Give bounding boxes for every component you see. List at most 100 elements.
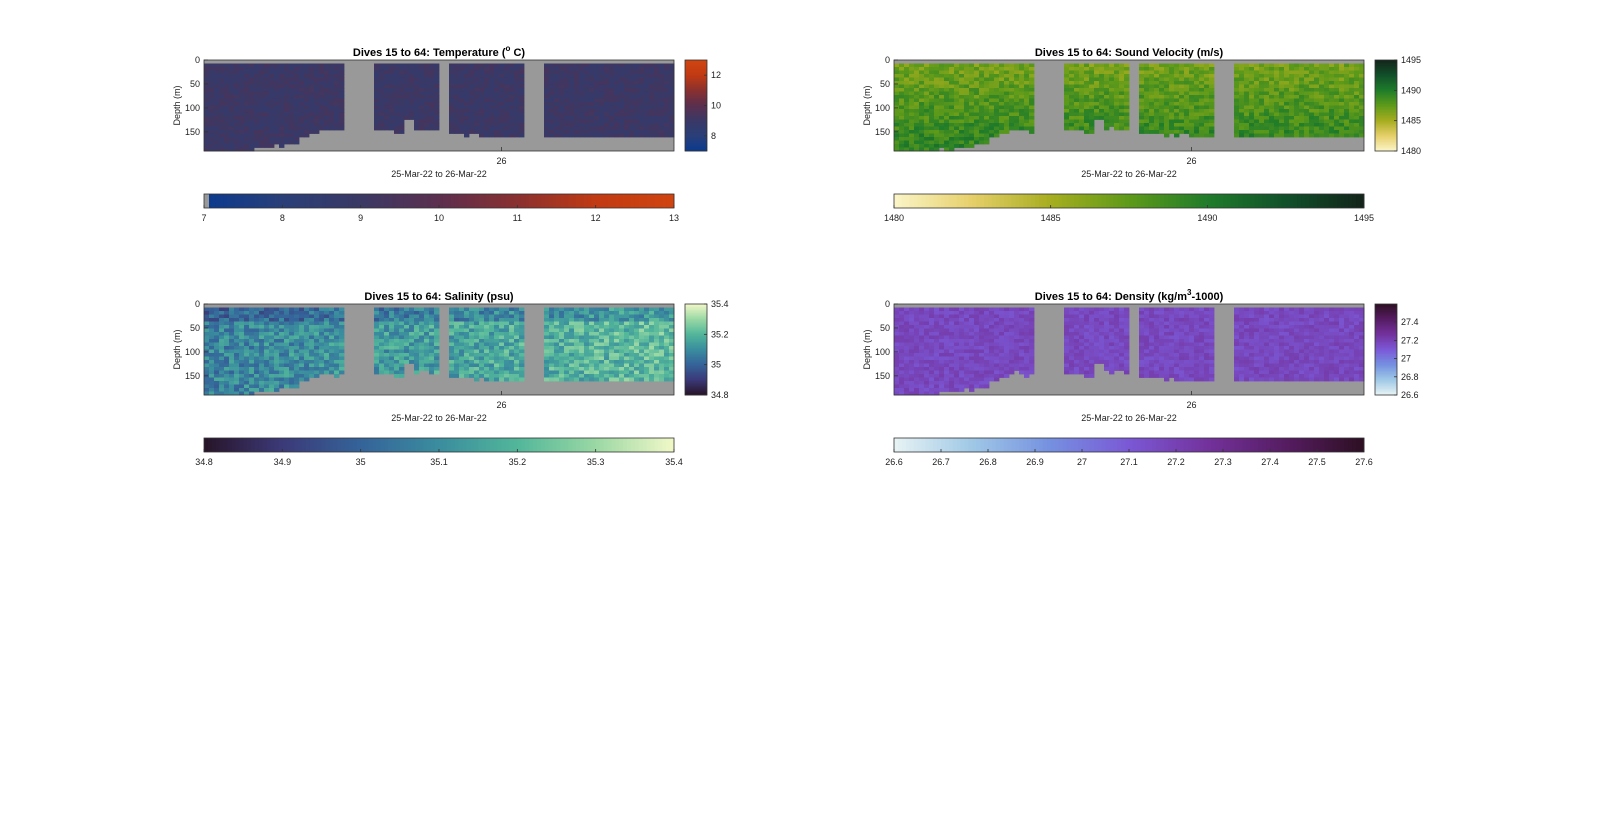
heatmap-cell	[204, 332, 210, 336]
heatmap-cell	[489, 370, 495, 375]
heatmap-cell	[1264, 116, 1270, 120]
heatmap-cell	[1109, 102, 1115, 106]
heatmap-cell	[219, 367, 225, 371]
heatmap-cell	[634, 91, 640, 96]
heatmap-cell	[264, 133, 270, 138]
heatmap-cell	[559, 133, 565, 138]
heatmap-cell	[299, 133, 305, 138]
heatmap-cell	[974, 109, 980, 113]
heatmap-cell	[1084, 84, 1090, 89]
heatmap-cell	[999, 123, 1005, 127]
heatmap-cell	[399, 321, 405, 326]
heatmap-cell	[419, 102, 425, 106]
heatmap-cell	[464, 363, 470, 368]
heatmap-cell	[314, 346, 320, 350]
heatmap-cell	[919, 95, 925, 99]
heatmap-cell	[1094, 102, 1100, 106]
heatmap-cell	[1314, 91, 1320, 96]
heatmap-cell	[519, 116, 525, 120]
heatmap-cell	[544, 133, 550, 138]
colorbar-segment	[227, 194, 232, 208]
heatmap-cell	[214, 321, 220, 326]
heatmap-cell	[414, 321, 420, 326]
colorbar-segment	[309, 194, 315, 208]
heatmap-cell	[1009, 95, 1015, 99]
heatmap-cell	[484, 363, 490, 368]
heatmap-cell	[339, 307, 345, 312]
heatmap-cell	[634, 81, 640, 85]
heatmap-cell	[379, 321, 385, 326]
heatmap-cell	[329, 370, 335, 375]
heatmap-cell	[304, 363, 310, 368]
heatmap-cell	[984, 105, 990, 110]
colorbar-segment	[1375, 85, 1397, 88]
heatmap-cell	[404, 325, 410, 329]
heatmap-cell	[1339, 74, 1345, 78]
heatmap-cell	[1069, 123, 1075, 127]
colorbar-segment	[1132, 194, 1138, 208]
heatmap-cell	[394, 84, 400, 89]
heatmap-cell	[984, 119, 990, 124]
heatmap-cell	[419, 325, 425, 329]
heatmap-cell	[259, 77, 265, 82]
heatmap-cell	[259, 67, 265, 71]
colorbar-segment	[1293, 194, 1298, 208]
heatmap-cell	[304, 325, 310, 329]
heatmap-cell	[324, 123, 330, 127]
heatmap-cell	[574, 119, 580, 124]
heatmap-cell	[1234, 112, 1240, 117]
colorbar-segment	[329, 194, 334, 208]
heatmap-cell	[569, 133, 575, 138]
heatmap-cell	[1279, 123, 1285, 127]
heatmap-cell	[294, 133, 300, 138]
heatmap-cell	[279, 314, 285, 319]
heatmap-cell	[494, 307, 500, 312]
colorbar-segment	[1313, 194, 1318, 208]
heatmap-cell	[894, 133, 900, 138]
heatmap-cell	[1294, 74, 1300, 78]
heatmap-cell	[1339, 126, 1345, 131]
heatmap-cell	[334, 367, 340, 371]
heatmap-cell	[1274, 95, 1280, 99]
heatmap-cell	[319, 88, 325, 92]
colorbar-segment	[235, 194, 240, 208]
heatmap-cell	[1154, 119, 1160, 124]
heatmap-cell	[289, 363, 295, 368]
heatmap-cell	[304, 367, 310, 371]
heatmap-cell	[244, 314, 250, 319]
heatmap-cell	[974, 98, 980, 103]
heatmap-cell	[914, 126, 920, 131]
heatmap-cell	[239, 116, 245, 120]
heatmap-cell	[1299, 95, 1305, 99]
heatmap-cell	[414, 349, 420, 354]
heatmap-cell	[999, 126, 1005, 131]
heatmap-cell	[269, 381, 275, 385]
heatmap-cell	[219, 98, 225, 103]
heatmap-cell	[514, 84, 520, 89]
heatmap-cell	[449, 321, 455, 326]
heatmap-cell	[949, 84, 955, 89]
heatmap-cell	[254, 339, 260, 343]
heatmap-cell	[1144, 70, 1150, 75]
heatmap-cell	[324, 325, 330, 329]
heatmap-cell	[284, 109, 290, 113]
heatmap-cell	[404, 91, 410, 96]
heatmap-cell	[1109, 109, 1115, 113]
heatmap-cell	[939, 81, 945, 85]
colorbar-segment	[1375, 87, 1397, 90]
heatmap-cell	[334, 123, 340, 127]
heatmap-cell	[324, 346, 330, 350]
heatmap-cell	[659, 74, 665, 78]
heatmap-cell	[1139, 116, 1145, 120]
heatmap-cell	[204, 328, 210, 333]
heatmap-cell	[394, 311, 400, 315]
colorbar-segment	[1160, 194, 1165, 208]
heatmap-cell	[1064, 119, 1070, 124]
heatmap-cell	[954, 137, 960, 141]
heatmap-cell	[1264, 112, 1270, 117]
heatmap-cell	[939, 133, 945, 138]
heatmap-cell	[314, 360, 320, 364]
heatmap-cell	[474, 339, 480, 343]
heatmap-cell	[454, 367, 460, 371]
heatmap-cell	[484, 332, 490, 336]
